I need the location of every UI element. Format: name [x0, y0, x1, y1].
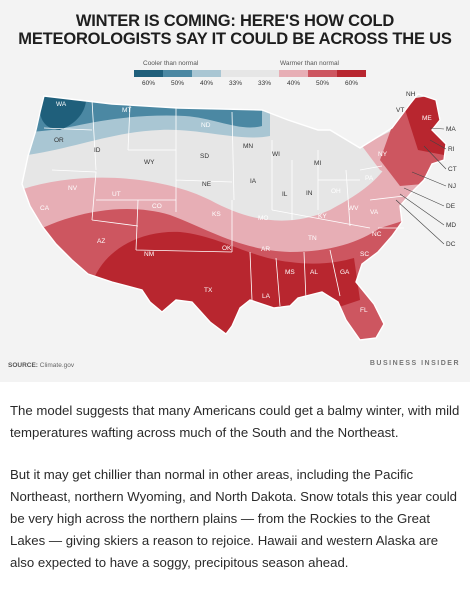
state-label-nj: NJ	[448, 183, 456, 190]
legend-swatch-8	[337, 70, 366, 77]
state-label-mt: MT	[122, 107, 131, 114]
state-label-ok: OK	[222, 245, 232, 252]
legend-color-scale	[134, 70, 366, 77]
state-label-wi: WI	[272, 151, 280, 158]
state-label-mn: MN	[243, 143, 253, 150]
state-label-ia: IA	[250, 178, 257, 185]
state-label-sc: SC	[360, 251, 369, 258]
state-borders	[43, 99, 405, 307]
us-outline	[21, 93, 447, 341]
state-label-oh: OH	[331, 188, 341, 195]
legend-tick-7: 50%	[315, 80, 330, 87]
legend-ticks: 60% 50% 40% 33% 33% 40% 50% 60%	[134, 80, 366, 90]
state-label-az: AZ	[97, 238, 105, 245]
map-figure: WINTER IS COMING: HERE'S HOW COLD METEOR…	[0, 0, 470, 382]
legend-swatch-4	[221, 70, 250, 77]
state-label-id: ID	[94, 147, 101, 154]
state-label-wv: WV	[348, 205, 359, 212]
state-label-sd: SD	[200, 153, 209, 160]
state-label-il: IL	[282, 191, 288, 198]
state-label-mi: MI	[314, 160, 321, 167]
state-label-tx: TX	[204, 287, 213, 294]
state-label-me: ME	[422, 115, 432, 122]
state-label-ny: NY	[378, 151, 388, 158]
legend-tick-8: 60%	[344, 80, 359, 87]
title-line-1: WINTER IS COMING: HERE'S HOW COLD	[75, 12, 395, 30]
state-label-ks: KS	[212, 211, 221, 218]
legend-swatch-7	[308, 70, 337, 77]
article-body: The model suggests that many Americans c…	[10, 400, 462, 594]
state-label-nh: NH	[406, 91, 416, 98]
state-label-layer: WA MT ND OR ID WY SD MN WI MI NV UT CO N…	[40, 91, 457, 314]
legend-swatch-1	[134, 70, 163, 77]
state-label-dc: DC	[446, 241, 456, 248]
legend-tick-2: 50%	[170, 80, 185, 87]
state-label-in: IN	[306, 190, 313, 197]
state-label-nv: NV	[68, 185, 78, 192]
state-label-co: CO	[152, 203, 162, 210]
state-label-ne: NE	[202, 181, 212, 188]
state-label-nc: NC	[372, 231, 382, 238]
state-label-mo: MO	[258, 215, 268, 222]
state-label-wy: WY	[144, 159, 155, 166]
publisher-brand: BUSINESS INSIDER	[369, 360, 460, 367]
source-value: Climate.gov	[39, 362, 75, 369]
state-label-ar: AR	[261, 246, 270, 253]
zone-cool-50-wa	[40, 94, 87, 130]
legend-swatch-2	[163, 70, 192, 77]
state-label-fl: FL	[360, 307, 368, 314]
state-label-de: DE	[446, 203, 456, 210]
state-label-pa: PA	[365, 175, 374, 182]
state-label-nm: NM	[144, 251, 154, 258]
state-label-ky: KY	[318, 213, 327, 220]
title-line-2: METEOROLOGISTS SAY IT COULD BE ACROSS TH…	[18, 30, 452, 48]
legend-swatch-5	[250, 70, 279, 77]
state-label-al: AL	[310, 269, 318, 276]
legend-tick-6: 40%	[286, 80, 301, 87]
state-label-ut: UT	[112, 191, 121, 198]
source-credit: SOURCE: Climate.gov	[8, 362, 74, 369]
state-label-wa: WA	[56, 101, 67, 108]
state-label-tn: TN	[308, 235, 317, 242]
state-label-ca: CA	[40, 205, 50, 212]
state-label-vt: VT	[396, 107, 404, 114]
figure-title: WINTER IS COMING: HERE'S HOW COLD METEOR…	[0, 12, 470, 48]
article-paragraph-1: The model suggests that many Americans c…	[10, 403, 460, 440]
legend-tick-5: 33%	[257, 80, 272, 87]
state-label-ri: RI	[448, 146, 455, 153]
state-label-ms: MS	[285, 269, 295, 276]
source-label: SOURCE:	[8, 362, 38, 369]
state-label-va: VA	[370, 209, 379, 216]
state-label-nd: ND	[201, 122, 211, 129]
legend-swatch-6	[279, 70, 308, 77]
state-label-ct: CT	[448, 166, 457, 173]
article-paragraph-2: But it may get chillier than normal in o…	[10, 467, 458, 570]
legend-swatch-3	[192, 70, 221, 77]
state-label-md: MD	[446, 222, 456, 229]
state-label-or: OR	[54, 137, 64, 144]
legend-tick-1: 60%	[141, 80, 156, 87]
northeast-leader-lines	[395, 127, 447, 245]
us-outlook-map: WA MT ND OR ID WY SD MN WI MI NV UT CO N…	[21, 91, 457, 341]
state-label-la: LA	[262, 293, 271, 300]
legend-warmer-label: Warmer than normal	[280, 60, 339, 67]
legend-tick-4: 33%	[228, 80, 243, 87]
state-label-ma: MA	[446, 126, 456, 133]
legend-tick-3: 40%	[199, 80, 214, 87]
legend-cooler-label: Cooler than normal	[143, 60, 199, 67]
state-label-ga: GA	[340, 269, 350, 276]
